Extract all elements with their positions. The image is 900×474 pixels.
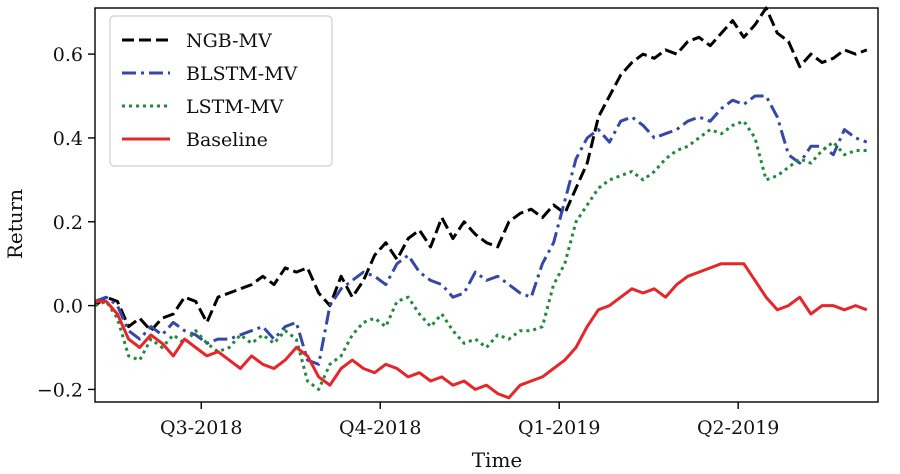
y-tick-label: 0.2 — [53, 212, 83, 234]
y-tick-label: 0.4 — [53, 128, 83, 150]
legend-box — [109, 15, 333, 167]
y-tick-label: 0.6 — [53, 44, 83, 66]
legend-label-blstm-mv: BLSTM-MV — [186, 63, 298, 85]
legend-label-lstm-mv: LSTM-MV — [186, 96, 284, 118]
y-tick-label: 0.0 — [53, 296, 83, 318]
plot-frame — [94, 7, 879, 403]
x-tick-label: Q3-2018 — [160, 417, 242, 439]
x-axis: Q3-2018 Q4-2018 Q1-2019 Q2-2019 — [160, 402, 779, 439]
x-axis-title: Time — [472, 448, 523, 472]
x-tick-label: Q1-2019 — [518, 417, 600, 439]
legend-label-ngb-mv: NGB-MV — [186, 30, 272, 52]
series-layer — [94, 6, 868, 400]
y-axis-title: Return — [3, 189, 27, 259]
x-tick-label: Q4-2018 — [339, 417, 421, 439]
x-tick-label: Q2-2019 — [697, 417, 779, 439]
series-line-blstm-mv — [94, 94, 868, 366]
y-axis: −0.2 0.0 0.2 0.4 0.6 — [37, 44, 95, 401]
legend-label-baseline: Baseline — [186, 129, 268, 151]
series-line-lstm-mv — [94, 119, 867, 391]
y-tick-label: −0.2 — [37, 379, 83, 401]
legend: NGB-MV BLSTM-MV LSTM-MV Baseline — [109, 15, 333, 167]
series-line-baseline — [95, 262, 868, 400]
